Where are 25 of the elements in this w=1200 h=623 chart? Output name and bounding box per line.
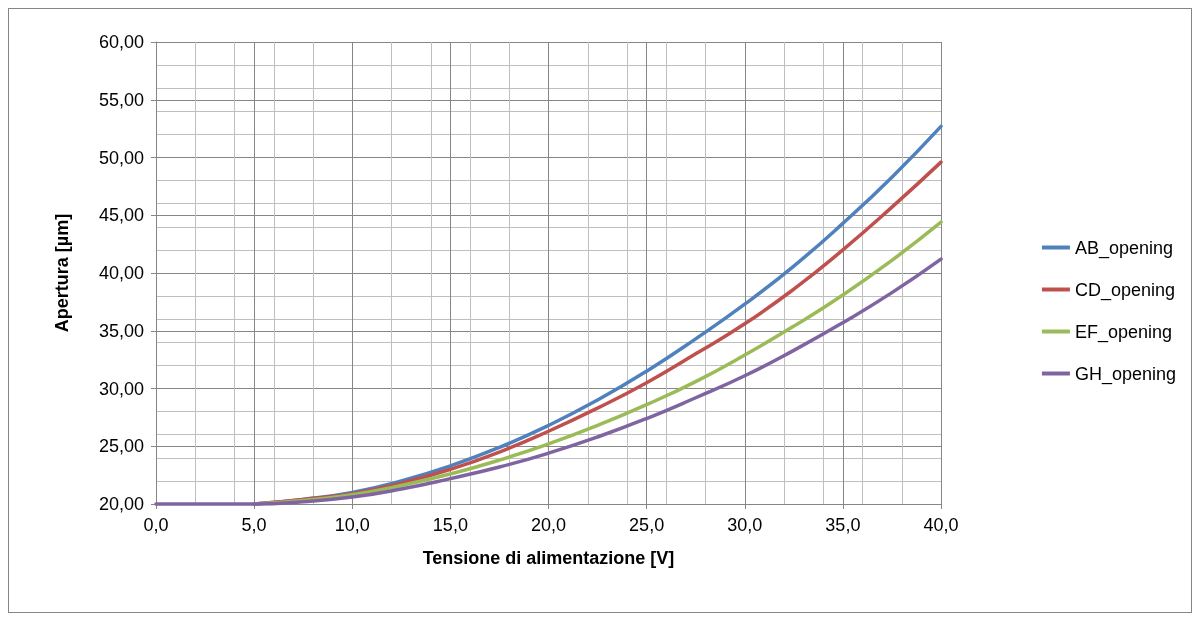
y-tick-label: 40,00: [98, 263, 144, 283]
x-tick-label: 10,0: [334, 515, 370, 535]
legend-label: EF_opening: [1074, 321, 1172, 343]
legend-label: CD_opening: [1074, 279, 1175, 301]
y-tick-label: 30,00: [98, 378, 144, 399]
y-tick-label: 25,00: [98, 436, 144, 457]
y-tick-label: 20,00: [98, 494, 144, 514]
y-tick-label: 45,00: [98, 205, 144, 226]
y-axis-title: Apertura [µm]: [52, 213, 72, 333]
legend-label: GH_opening: [1074, 363, 1176, 385]
x-tick-label: 5,0: [241, 515, 267, 535]
y-tick-label: 35,00: [98, 320, 144, 341]
y-tick-label: 60,00: [98, 32, 144, 52]
x-axis-title: Tensione di alimentazione [V]: [422, 548, 675, 568]
legend-label: AB_opening: [1074, 237, 1174, 259]
y-tick-label: 50,00: [98, 147, 144, 168]
x-tick-label: 0,0: [143, 515, 169, 535]
x-tick-label: 20,0: [530, 515, 567, 535]
x-tick-label: 40,0: [923, 515, 959, 535]
line-series: [154, 257, 943, 506]
x-tick-label: 25,0: [629, 515, 665, 535]
y-tick-label: 55,00: [98, 89, 144, 110]
x-tick-label: 30,0: [727, 515, 763, 535]
x-tick-label: 15,0: [432, 515, 468, 535]
x-tick-label: 35,0: [825, 515, 861, 535]
